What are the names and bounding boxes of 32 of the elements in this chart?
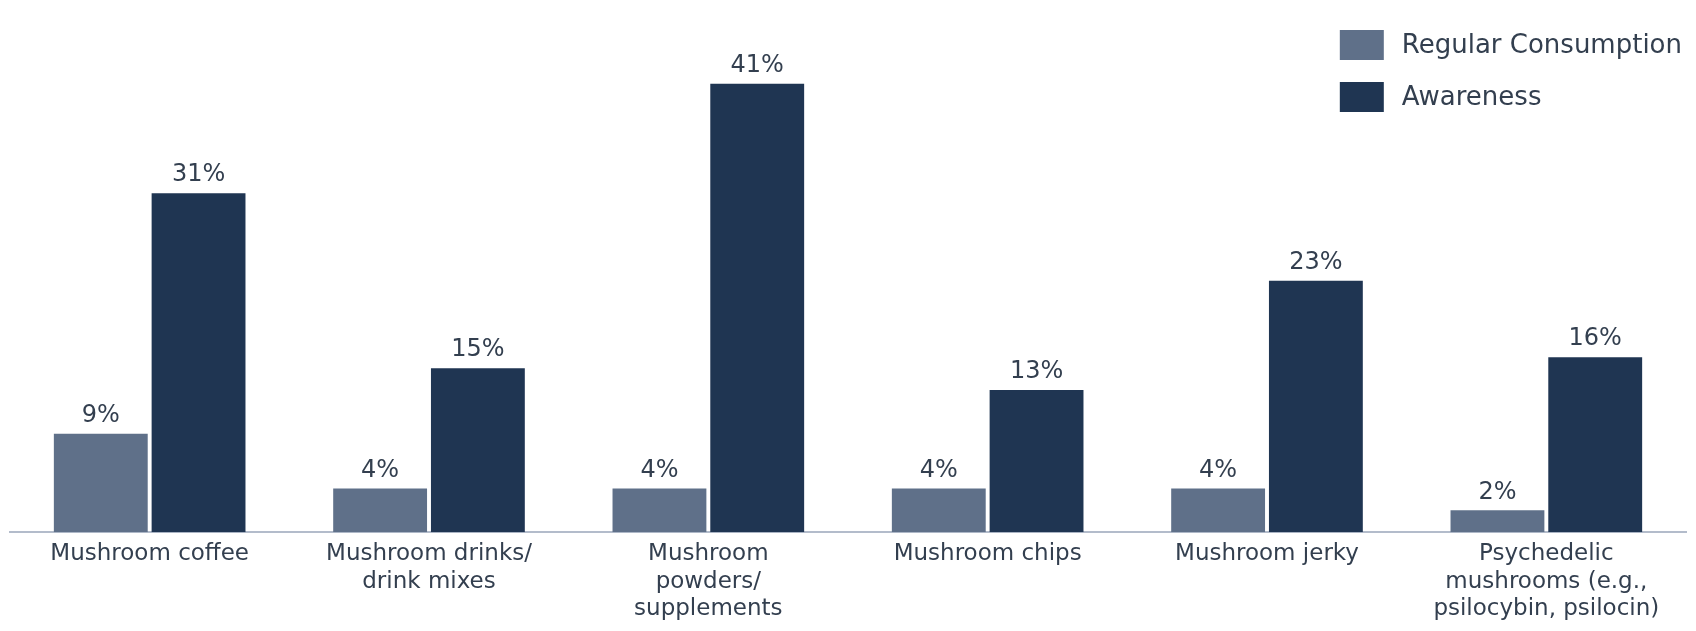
bar [612,488,707,533]
bar [53,433,148,533]
data-label: 4% [640,454,679,483]
x-tick-label: Mushroom powders/ supplements [634,538,783,621]
data-label: 16% [1568,323,1622,352]
bar [333,488,428,533]
bar [710,83,805,533]
data-label: 41% [730,49,784,78]
data-label: 15% [451,334,505,363]
x-tick-label: Mushroom coffee [50,538,249,565]
bar [1450,510,1545,533]
x-tick-label: Mushroom jerky [1175,538,1359,565]
bar [1548,357,1643,533]
data-label: 4% [361,454,400,483]
data-label: 31% [171,159,226,188]
bar [151,193,246,533]
data-label: 4% [1199,454,1238,483]
data-label: 23% [1289,246,1343,275]
legend-label: Regular Consumption [1401,28,1682,59]
x-tick-label: Mushroom chips [893,538,1082,565]
bar [1268,280,1363,533]
bar [1171,488,1266,533]
bar [989,390,1084,533]
bar [891,488,986,533]
bar [430,368,525,533]
data-label: 2% [1478,476,1517,505]
legend-label: Awareness [1401,80,1542,111]
data-label: 4% [919,454,958,483]
x-tick-label: Mushroom drinks/ drink mixes [326,538,533,593]
data-label: 13% [1009,356,1064,385]
x-tick-label: Psychedelic mushrooms (e.g., psilocybin, psilocin) [1433,538,1660,621]
data-label: 9% [81,399,120,428]
